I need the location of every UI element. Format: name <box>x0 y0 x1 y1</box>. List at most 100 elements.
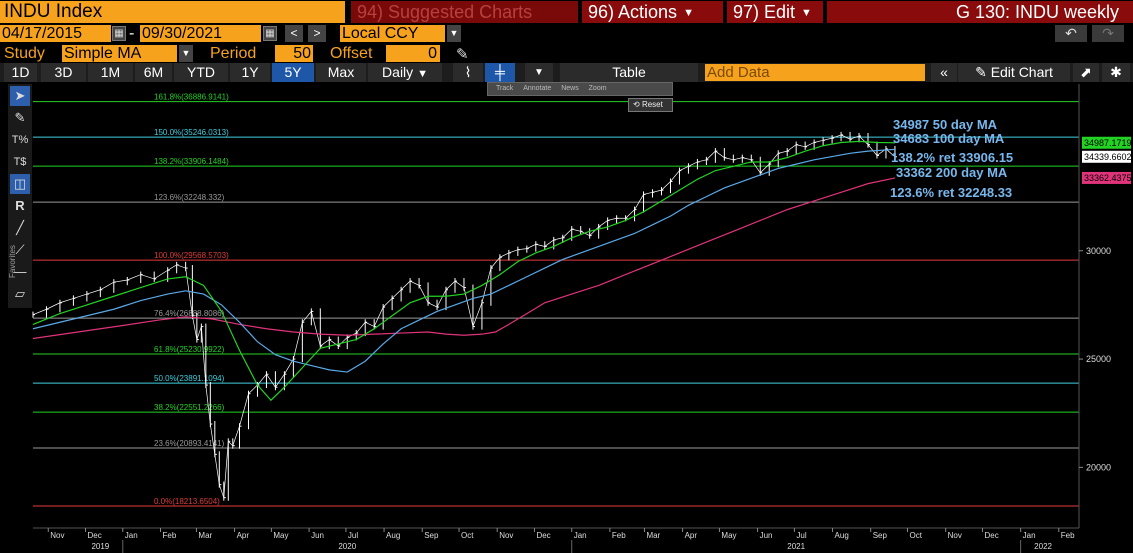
favorites-label: Favorites <box>8 245 17 278</box>
x-tick-label: Jan <box>1023 531 1036 540</box>
pencil-icon[interactable]: ✎ <box>456 46 469 63</box>
chart-annotation: 33362 200 day MA <box>896 165 1008 180</box>
range-1d-button[interactable]: 1D <box>4 63 37 82</box>
x-tick-label: Jun <box>760 531 773 540</box>
y-axis: 20000 25000 30000 <box>1079 246 1111 472</box>
x-tick-label: Aug <box>386 531 400 540</box>
add-data-input[interactable]: Add Data <box>705 64 925 81</box>
frequency-label: Daily <box>382 64 414 80</box>
chart-tool-popup: Track Annotate News Zoom <box>487 82 673 96</box>
collapse-icon[interactable]: « <box>931 63 957 82</box>
annotate-button[interactable]: Annotate <box>523 85 552 92</box>
value-tag-label: 33362.4375 <box>1084 173 1132 183</box>
dollar-tool-icon[interactable]: T$ <box>13 156 27 168</box>
fib-level-label: 150.0%(35246.0313) <box>154 128 229 137</box>
y-tick-label: 30000 <box>1086 246 1111 256</box>
chart-annotation: 138.2% ret 33906.15 <box>891 150 1013 165</box>
next-period-button[interactable]: > <box>308 25 326 42</box>
bar-chart-icon[interactable]: ╪ <box>485 63 515 82</box>
plot-area[interactable] <box>33 84 1079 528</box>
pen-icon[interactable]: ✎ <box>14 110 26 125</box>
fibonacci-levels: 161.8%(36886.9141) 150.0%(35246.0313) 138.… <box>33 93 1079 507</box>
x-tick-label: May <box>721 531 736 540</box>
news-button[interactable]: News <box>561 85 579 92</box>
chart-settings-icon[interactable]: ⬈ <box>1073 63 1099 82</box>
x-tick-label: Jul <box>796 531 806 540</box>
chevron-down-icon[interactable]: ▼ <box>525 63 553 82</box>
period-input[interactable]: 50 <box>275 45 313 62</box>
pencil-icon: ✎ <box>975 64 987 80</box>
value-tag <box>1082 171 1131 184</box>
table-button[interactable]: Table <box>560 63 698 82</box>
range-5y-button[interactable]: 5Y <box>272 63 314 82</box>
line-tool-icon[interactable]: ⟋ <box>15 242 25 257</box>
study-label: Study <box>4 45 45 62</box>
range-max-button[interactable]: Max <box>316 63 366 82</box>
chart-annotation: 34987 50 day MA <box>893 117 998 132</box>
range-ytd-button[interactable]: YTD <box>174 63 228 82</box>
suggested-charts-button[interactable]: 94) Suggested Charts <box>351 1 578 23</box>
fibonacci-icon[interactable]: ◫ <box>10 174 30 194</box>
undo-icon[interactable]: ↶ <box>1055 25 1087 42</box>
prev-period-button[interactable]: < <box>285 25 303 42</box>
start-date-input[interactable]: 04/17/2015 <box>0 25 111 42</box>
frequency-select[interactable]: Daily ▼ <box>368 63 442 82</box>
ticker-field[interactable]: INDU Index <box>0 1 345 23</box>
track-button[interactable]: Track <box>496 85 514 92</box>
moving-averages <box>32 140 896 402</box>
x-tick-label: Jul <box>348 531 358 540</box>
redo-icon[interactable]: ↷ <box>1092 25 1124 42</box>
range-1m-button[interactable]: 1M <box>88 63 133 82</box>
edit-chart-button[interactable]: ✎ Edit Chart <box>958 63 1070 82</box>
actions-menu[interactable]: 96) Actions ▼ <box>582 1 723 23</box>
end-date-input[interactable]: 09/30/2021 <box>140 25 261 42</box>
edit-menu[interactable]: 97) Edit ▼ <box>727 1 823 23</box>
y-tick-label: 20000 <box>1086 462 1111 472</box>
chevron-down-icon[interactable]: ▼ <box>179 45 193 62</box>
x-axis: Nov Dec Jan Feb Mar Apr May Jun Jul Aug Sep Oct Nov D… <box>47 528 1075 553</box>
calendar-icon[interactable]: ▦ <box>263 26 277 41</box>
fib-level-label: 138.2%(33906.1484) <box>154 157 229 166</box>
x-tick-label: Jun <box>311 531 324 540</box>
ma-50-line <box>32 140 895 402</box>
x-tick-label: Apr <box>237 531 250 540</box>
date-range-bar: 04/17/2015 ▦ - 09/30/2021 ▦ < > Local CC… <box>0 25 1133 43</box>
value-tag <box>1082 136 1131 149</box>
trendline-icon[interactable]: ╱ <box>16 220 24 235</box>
reset-button[interactable]: ⟲ Reset <box>628 98 673 112</box>
x-tick-label: Dec <box>984 531 998 540</box>
fib-level-label: 50.0%(23891.1094) <box>154 374 225 383</box>
value-tag <box>1082 150 1131 163</box>
horizontal-line-icon[interactable]: — <box>13 264 27 279</box>
calendar-icon[interactable]: ▦ <box>112 26 126 41</box>
zoom-button[interactable]: Zoom <box>588 85 607 92</box>
study-type-select[interactable]: Simple MA <box>62 45 177 62</box>
line-chart-icon[interactable]: ⌇ <box>453 63 483 82</box>
ruler-icon[interactable]: R <box>15 198 25 213</box>
year-label: 2021 <box>787 542 805 551</box>
x-tick-label: Feb <box>1061 531 1075 540</box>
x-tick-label: Nov <box>948 531 962 540</box>
gear-icon[interactable]: ✱ <box>1102 63 1130 82</box>
chevron-down-icon: ▼ <box>417 68 428 80</box>
fib-level-label: 100.0%(29568.5703) <box>154 251 229 260</box>
channel-icon[interactable]: ▱ <box>15 286 25 301</box>
fib-level-label: 161.8%(36886.9141) <box>154 93 229 102</box>
fib-level-label: 0.0%(18213.6504) <box>154 497 220 506</box>
range-6m-button[interactable]: 6M <box>135 63 172 82</box>
range-3d-button[interactable]: 3D <box>41 63 86 82</box>
percent-tool-icon[interactable]: T% <box>11 134 29 146</box>
chart-annotation: 123.6% ret 32248.33 <box>890 185 1012 200</box>
chevron-down-icon[interactable]: ▼ <box>447 25 461 42</box>
offset-input[interactable]: 0 <box>386 45 440 62</box>
fib-level-label: 61.8%(25230.9922) <box>154 345 225 354</box>
chart-id-title: G 130: INDU weekly <box>827 1 1133 23</box>
currency-select[interactable]: Local CCY <box>340 25 445 42</box>
x-tick-label: Mar <box>646 531 660 540</box>
x-tick-label: Apr <box>685 531 698 540</box>
x-tick-label: Aug <box>835 531 849 540</box>
cursor-icon[interactable]: ➤ <box>10 86 30 106</box>
x-tick-label: Dec <box>536 531 550 540</box>
range-1y-button[interactable]: 1Y <box>230 63 270 82</box>
